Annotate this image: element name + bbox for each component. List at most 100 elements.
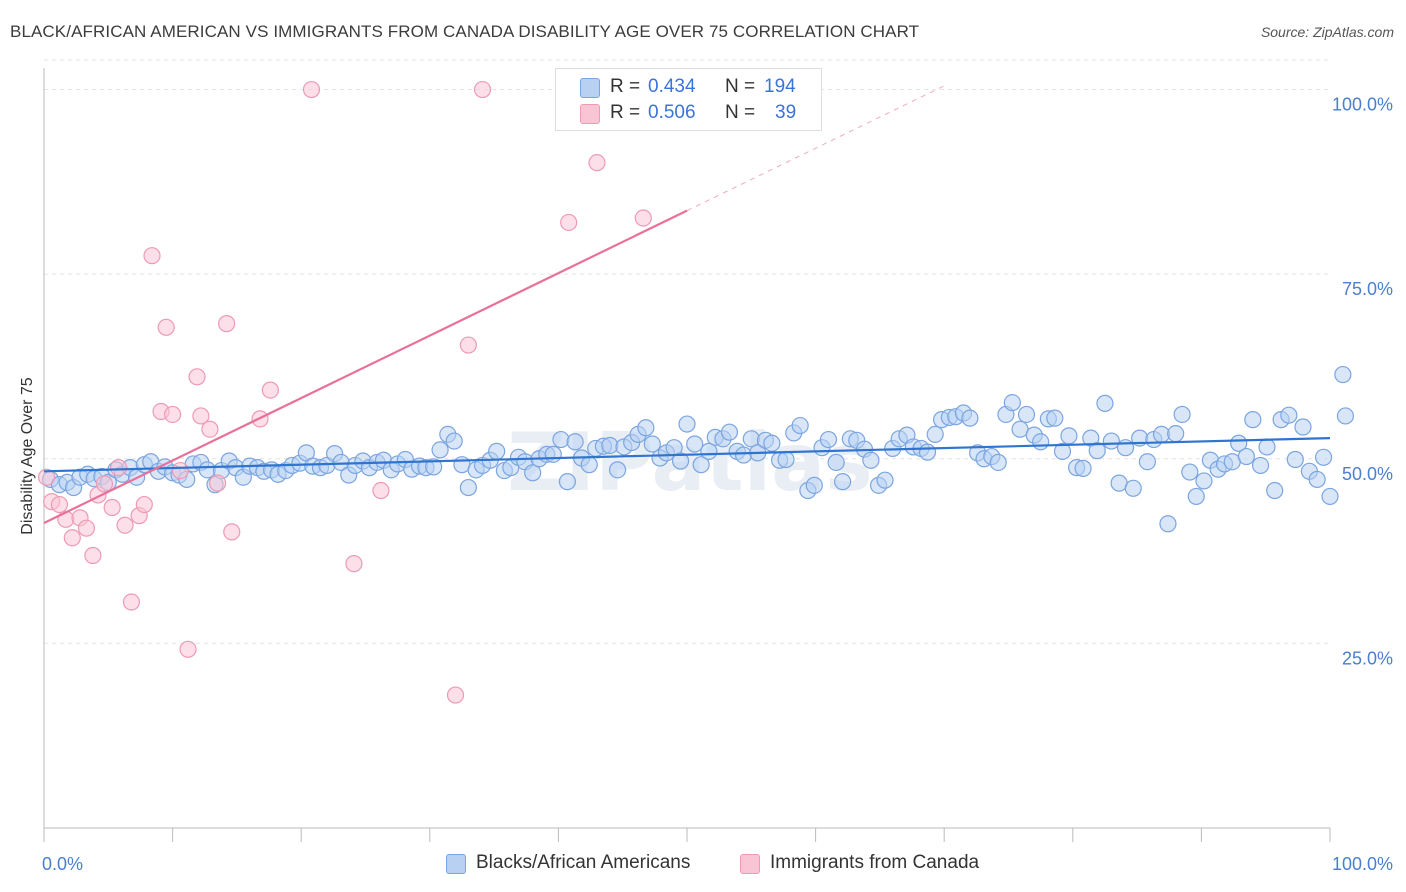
point-blacks: [1334, 365, 1352, 384]
point-blacks: [566, 433, 584, 451]
source-credit: Source: ZipAtlas.com: [1260, 24, 1394, 40]
point-blacks: [805, 476, 823, 494]
point-blacks: [1003, 394, 1021, 412]
point-blacks: [777, 450, 795, 469]
legend-label-blacks: Blacks/African Americans: [476, 852, 691, 873]
point-blacks: [692, 456, 710, 474]
point-blacks: [1187, 487, 1205, 506]
point-blacks: [425, 458, 443, 476]
point-blacks: [819, 430, 838, 449]
point-blacks: [637, 419, 655, 437]
point-blacks: [1138, 453, 1156, 471]
legend-swatch-blue: [446, 854, 466, 874]
point-blacks: [601, 436, 619, 455]
point-canada: [95, 475, 114, 493]
point-blacks: [876, 471, 894, 489]
point-blacks: [1046, 409, 1064, 427]
point-blacks: [1060, 427, 1078, 445]
legend-r-value: 0.506: [648, 102, 696, 123]
point-blacks: [1053, 442, 1072, 460]
point-canada: [588, 154, 606, 172]
point-blacks: [1173, 405, 1191, 424]
point-canada: [192, 407, 210, 425]
point-blacks: [1336, 407, 1355, 425]
point-blacks: [1088, 442, 1106, 460]
x-tick-label-min: 0.0%: [42, 854, 83, 874]
legend-r-label: R =: [610, 102, 641, 123]
point-blacks: [671, 452, 690, 470]
point-blacks: [1286, 450, 1304, 469]
legend-n-value: 39: [775, 102, 797, 123]
point-blacks: [1167, 425, 1185, 443]
point-blacks: [1321, 487, 1339, 506]
point-canada: [122, 593, 141, 611]
point-blacks: [1032, 433, 1050, 451]
point-blacks: [1017, 405, 1036, 424]
point-blacks: [700, 442, 718, 460]
point-canada: [164, 405, 182, 424]
point-canada: [84, 546, 102, 565]
point-blacks: [643, 435, 661, 453]
legend-r-label: R =: [610, 76, 641, 97]
point-blacks: [763, 434, 781, 452]
point-blacks: [827, 453, 845, 472]
point-canada: [634, 209, 652, 227]
trend-line-canada: [43, 209, 688, 525]
data-points: [37, 80, 1355, 704]
point-blacks: [1124, 479, 1142, 497]
point-canada: [179, 640, 197, 658]
point-canada: [261, 381, 279, 399]
point-blacks: [734, 446, 753, 464]
point-canada: [50, 495, 69, 514]
point-blacks: [1181, 463, 1199, 481]
point-blacks: [1102, 432, 1120, 450]
point-blacks: [1266, 481, 1284, 500]
point-canada: [372, 481, 390, 500]
point-blacks: [686, 435, 704, 453]
point-blacks: [926, 425, 944, 443]
point-blacks: [1244, 411, 1262, 429]
legend-n-value: 194: [764, 76, 796, 97]
legend-n-label: N =: [725, 76, 756, 97]
point-blacks: [1159, 515, 1177, 533]
point-blacks: [1074, 459, 1092, 477]
point-canada: [157, 318, 175, 336]
point-blacks: [961, 409, 979, 427]
point-blacks: [1251, 456, 1270, 475]
point-canada: [116, 516, 134, 534]
point-canada: [446, 686, 465, 704]
point-canada: [459, 336, 477, 354]
point-blacks: [552, 430, 570, 449]
point-blacks: [720, 423, 739, 441]
point-blacks: [918, 443, 937, 461]
point-canada: [171, 461, 189, 480]
point-canada: [223, 523, 241, 541]
point-canada: [103, 498, 121, 517]
legend-label-canada: Immigrants from Canada: [770, 852, 980, 873]
point-canada: [57, 510, 75, 528]
point-canada: [209, 474, 227, 492]
point-blacks: [544, 445, 562, 463]
stats-legend: R = 0.434 N = 194 R = 0.506 N = 39: [555, 68, 822, 131]
axes: [43, 68, 1331, 842]
legend-swatch-pink: [580, 104, 600, 124]
point-blacks: [1096, 394, 1114, 412]
point-blacks: [488, 442, 506, 460]
grid-lines: [44, 59, 1330, 644]
point-blacks: [445, 432, 463, 450]
point-blacks: [862, 451, 880, 469]
legend-r-value: 0.434: [648, 76, 696, 97]
y-tick-labels: 25.0% 50.0% 75.0% 100.0%: [1332, 95, 1393, 669]
point-blacks: [1294, 418, 1312, 436]
y-tick-label: 25.0%: [1342, 648, 1393, 668]
point-canada: [188, 368, 206, 386]
y-tick-label: 100.0%: [1332, 95, 1393, 115]
point-blacks: [1314, 448, 1333, 466]
point-canada: [473, 80, 492, 99]
point-blacks: [431, 441, 449, 459]
point-canada: [345, 555, 363, 573]
point-blacks: [834, 473, 852, 491]
point-blacks: [459, 478, 477, 497]
chart-title: BLACK/AFRICAN AMERICAN VS IMMIGRANTS FRO…: [10, 22, 920, 41]
